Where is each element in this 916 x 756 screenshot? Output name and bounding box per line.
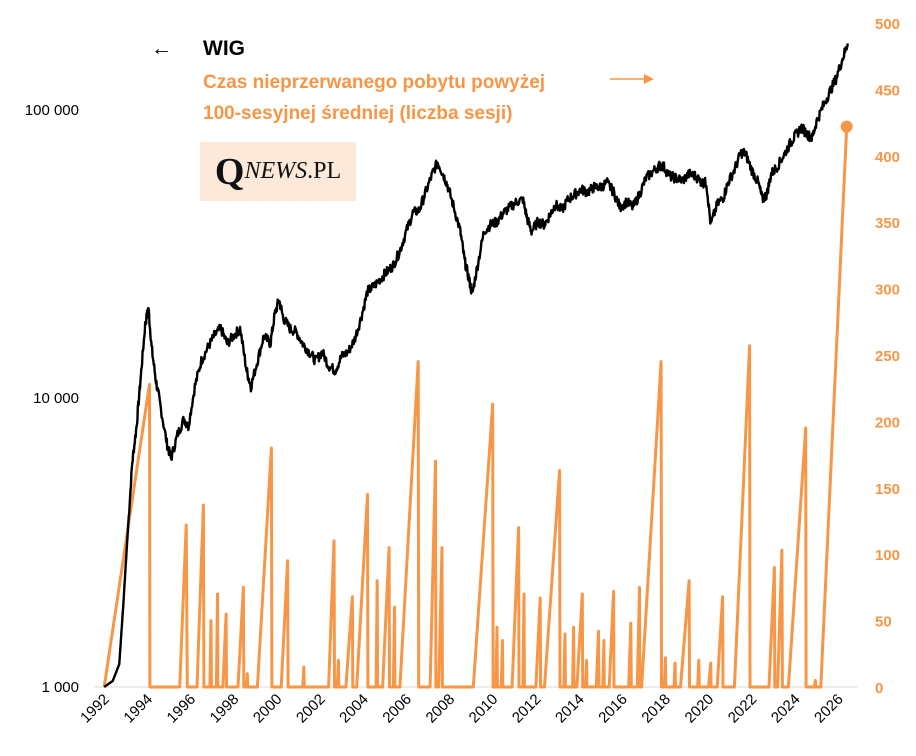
right-tick-50: 50 <box>875 614 892 631</box>
right-tick-400: 400 <box>875 149 900 166</box>
right-tick-0: 0 <box>875 680 883 697</box>
logo-news: NEWS <box>244 158 308 184</box>
streak-arrow-head <box>644 74 654 84</box>
x-tick-2020: 2020 <box>682 691 718 727</box>
x-tick-1992: 1992 <box>77 691 113 727</box>
left-axis-ticks: 1 000 10 000 100 000 <box>25 102 79 696</box>
x-tick-2010: 2010 <box>466 691 502 727</box>
legend-wig: ← WIG <box>151 37 245 60</box>
right-tick-150: 150 <box>875 481 900 498</box>
wig-series-line <box>103 43 849 688</box>
x-tick-2012: 2012 <box>509 691 545 727</box>
x-tick-1996: 1996 <box>164 691 200 727</box>
right-tick-300: 300 <box>875 282 900 299</box>
left-tick-10000: 10 000 <box>33 390 79 407</box>
logo-q: Q <box>214 150 245 193</box>
x-tick-2026: 2026 <box>811 691 847 727</box>
wig-arrow-icon: ← <box>151 37 172 60</box>
streak-series-line <box>102 126 849 689</box>
left-tick-1000: 1 000 <box>41 679 79 696</box>
x-tick-2016: 2016 <box>595 691 631 727</box>
left-tick-100000: 100 000 <box>25 102 79 119</box>
x-tick-2008: 2008 <box>423 691 459 727</box>
x-tick-2022: 2022 <box>725 691 761 727</box>
legend-streak-line2: 100-sesyjnej średniej (liczba sesji) <box>203 103 512 124</box>
x-tick-1994: 1994 <box>120 691 156 727</box>
right-tick-200: 200 <box>875 414 900 431</box>
x-tick-2014: 2014 <box>552 691 588 727</box>
right-tick-250: 250 <box>875 348 900 365</box>
right-axis-ticks: 0 50 100 150 200 250 300 350 400 450 500 <box>875 16 900 697</box>
x-tick-2006: 2006 <box>379 691 415 727</box>
qnews-logo: Q NEWS .PL <box>200 142 356 201</box>
legend-streak: Czas nieprzerwanego pobytu powyżej 100-s… <box>203 72 654 124</box>
x-tick-2002: 2002 <box>293 691 329 727</box>
right-tick-450: 450 <box>875 82 900 99</box>
logo-pl: .PL <box>307 158 342 184</box>
x-tick-2024: 2024 <box>768 691 804 727</box>
streak-last-point <box>840 120 853 133</box>
legend-streak-line1: Czas nieprzerwanego pobytu powyżej <box>203 72 545 93</box>
right-tick-500: 500 <box>875 16 900 33</box>
series-layer <box>102 43 853 689</box>
right-tick-350: 350 <box>875 215 900 232</box>
x-tick-1998: 1998 <box>207 691 243 727</box>
x-tick-2004: 2004 <box>336 691 372 727</box>
x-tick-2000: 2000 <box>250 691 286 727</box>
legend-wig-label: WIG <box>203 37 245 60</box>
x-tick-2018: 2018 <box>638 691 674 727</box>
right-tick-100: 100 <box>875 547 900 564</box>
x-axis-ticks: 1992 1994 1996 1998 2000 2002 2004 2006 2008 2010… <box>77 691 847 727</box>
